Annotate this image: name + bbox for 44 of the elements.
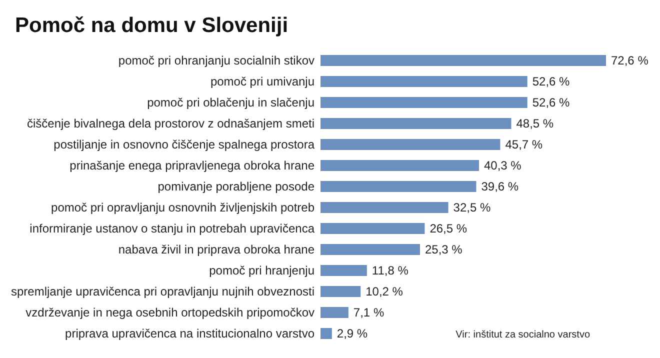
y-tick-label: pomoč pri opravljanju osnovnih življenjskih potreb — [51, 200, 315, 214]
y-tick-label: nabava živil in priprava obroka hrane — [118, 242, 315, 256]
y-tick-label: spremljanje upravičenca pri opravljanju nujnih obveznosti — [10, 284, 315, 298]
data-label: 48,5 % — [516, 116, 554, 130]
y-tick-label: postiljanje in osnovno čiščenje spalnega prostora — [54, 138, 315, 152]
bar — [320, 55, 606, 66]
bar — [320, 265, 367, 276]
bar — [320, 202, 448, 213]
data-label: 40,3 % — [484, 158, 522, 172]
data-label: 11,8 % — [372, 264, 409, 278]
text: Pomoč na domu v Sloveniji — [15, 14, 288, 37]
y-tick-label: pomoč pri oblačenju in slačenju — [147, 96, 315, 110]
y-tick-label: pomoč pri umivanju — [210, 74, 315, 88]
bar — [320, 160, 479, 171]
bar — [320, 76, 528, 87]
y-tick-label: vzdrževanje in nega osebnih ortopedskih pripomočkov — [26, 306, 315, 320]
data-label: 2,9 % — [336, 326, 368, 340]
data-label: 45,7 % — [505, 138, 543, 152]
bar — [320, 181, 476, 192]
bar — [320, 328, 332, 339]
bar — [320, 97, 528, 108]
bar — [320, 139, 500, 150]
y-tick-label: prinašanje enega pripravljenega obroka hrane — [70, 158, 315, 172]
data-label: 72,6 % — [611, 54, 649, 68]
bar — [320, 286, 361, 297]
bar — [320, 118, 512, 129]
data-label: 10,2 % — [366, 284, 404, 298]
y-tick-label: čiščenje bivalnega dela prostorov z odnašanjem smeti — [27, 116, 315, 130]
data-label: 25,3 % — [424, 242, 463, 256]
bar — [320, 244, 420, 255]
y-tick-label: priprava upravičenca na institucionalno varstvo — [65, 326, 315, 340]
y-tick-label: pomivanje porabljene posode — [158, 180, 315, 194]
data-label: 7,1 % — [353, 306, 384, 320]
annotation: Vir: inštitut za socialno varstvo — [456, 330, 590, 340]
y-tick-label: pomoč pri hranjenju — [209, 264, 315, 278]
bar — [320, 223, 425, 234]
data-label: 52,6 % — [532, 96, 570, 110]
y-tick-label: pomoč pri ohranjanju socialnih stikov — [118, 54, 315, 68]
data-label: 52,6 % — [532, 74, 570, 88]
data-label: 26,5 % — [430, 222, 468, 236]
bar — [320, 307, 348, 318]
data-label: 39,6 % — [481, 180, 519, 194]
data-label: 32,5 % — [453, 200, 491, 214]
y-tick-label: informiranje ustanov o stanju in potrebah upravičenca — [30, 222, 315, 236]
